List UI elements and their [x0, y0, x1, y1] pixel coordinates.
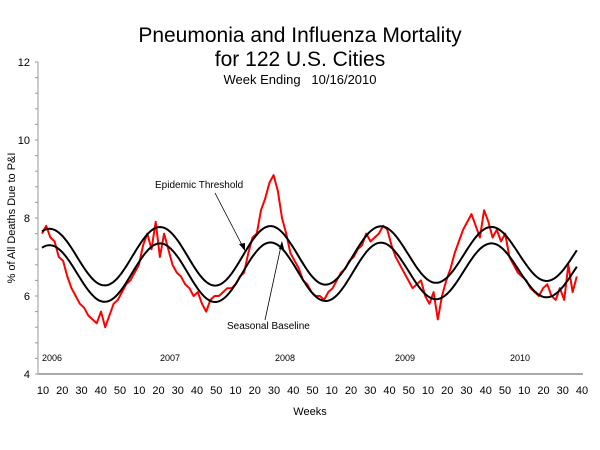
x-tick-label: 20 [345, 385, 357, 397]
annotation-arrow [214, 192, 244, 248]
axes [35, 61, 583, 375]
year-label: 2007 [160, 353, 180, 363]
series-seasonal-baseline-line [41, 241, 578, 304]
series-epidemic-threshold-line [41, 225, 578, 287]
x-tick-label: 10 [229, 385, 241, 397]
annotation-seasonal-baseline: Seasonal Baseline [227, 241, 310, 332]
x-tick-label: 20 [537, 385, 549, 397]
annotation-epidemic-threshold-label: Epidemic Threshold [155, 180, 243, 191]
x-tick-label: 10 [326, 385, 338, 397]
annotation-epidemic-threshold: Epidemic Threshold [155, 180, 245, 251]
x-tick-label: 30 [172, 385, 184, 397]
chart-title-line2: for 122 U.S. Cities [215, 48, 385, 71]
y-tick-label: 12 [18, 57, 30, 69]
x-tick-label: 20 [441, 385, 453, 397]
x-tick-label: 30 [557, 385, 569, 397]
x-tick-label: 40 [287, 385, 299, 397]
year-label: 2010 [510, 353, 530, 363]
annotation-arrow [264, 245, 282, 321]
x-tick-label: 10 [518, 385, 530, 397]
x-tick-label: 30 [460, 385, 472, 397]
year-label: 2008 [275, 353, 295, 363]
tick-labels: 4 6 8 10 12 10 20 30 40 50 10 20 30 40 50 10 20 30 40 50 10 2… [18, 57, 588, 397]
x-tick-label: 30 [268, 385, 280, 397]
chart-subtitle: Week Ending 10/16/2010 [224, 72, 377, 87]
x-tick-label: 20 [56, 385, 68, 397]
y-tick-label: 4 [24, 369, 30, 381]
x-tick-label: 40 [191, 385, 203, 397]
x-tick-label: 50 [306, 385, 318, 397]
annotation-seasonal-baseline-label: Seasonal Baseline [227, 321, 310, 332]
x-tick-label: 40 [95, 385, 107, 397]
y-tick-label: 8 [24, 213, 30, 225]
x-tick-label: 50 [210, 385, 222, 397]
x-tick-label: 40 [480, 385, 492, 397]
arrowhead-icon [279, 241, 284, 249]
x-tick-label: 10 [37, 385, 49, 397]
year-label: 2006 [42, 353, 62, 363]
series-observed-line [41, 174, 578, 329]
y-tick-label: 10 [18, 135, 30, 147]
arrowhead-icon [239, 243, 245, 251]
x-tick-label: 50 [403, 385, 415, 397]
y-tick-label: 6 [24, 291, 30, 303]
x-tick-label: 30 [75, 385, 87, 397]
y-axis-label: % of All Deaths Due to P&I [6, 153, 18, 284]
x-tick-label: 10 [133, 385, 145, 397]
x-axis-label: Weeks [293, 406, 327, 418]
x-tick-label: 10 [422, 385, 434, 397]
chart-title: Pneumonia and Influenza Mortality [138, 24, 462, 47]
x-tick-label: 40 [576, 385, 588, 397]
x-tick-label: 20 [152, 385, 164, 397]
x-tick-label: 50 [114, 385, 126, 397]
year-labels: 2006 2007 2008 2009 2010 [42, 353, 530, 363]
x-tick-label: 30 [364, 385, 376, 397]
series-lines [41, 174, 578, 329]
x-tick-label: 20 [249, 385, 261, 397]
x-tick-label: 50 [499, 385, 511, 397]
year-label: 2009 [395, 353, 415, 363]
x-tick-label: 40 [383, 385, 395, 397]
